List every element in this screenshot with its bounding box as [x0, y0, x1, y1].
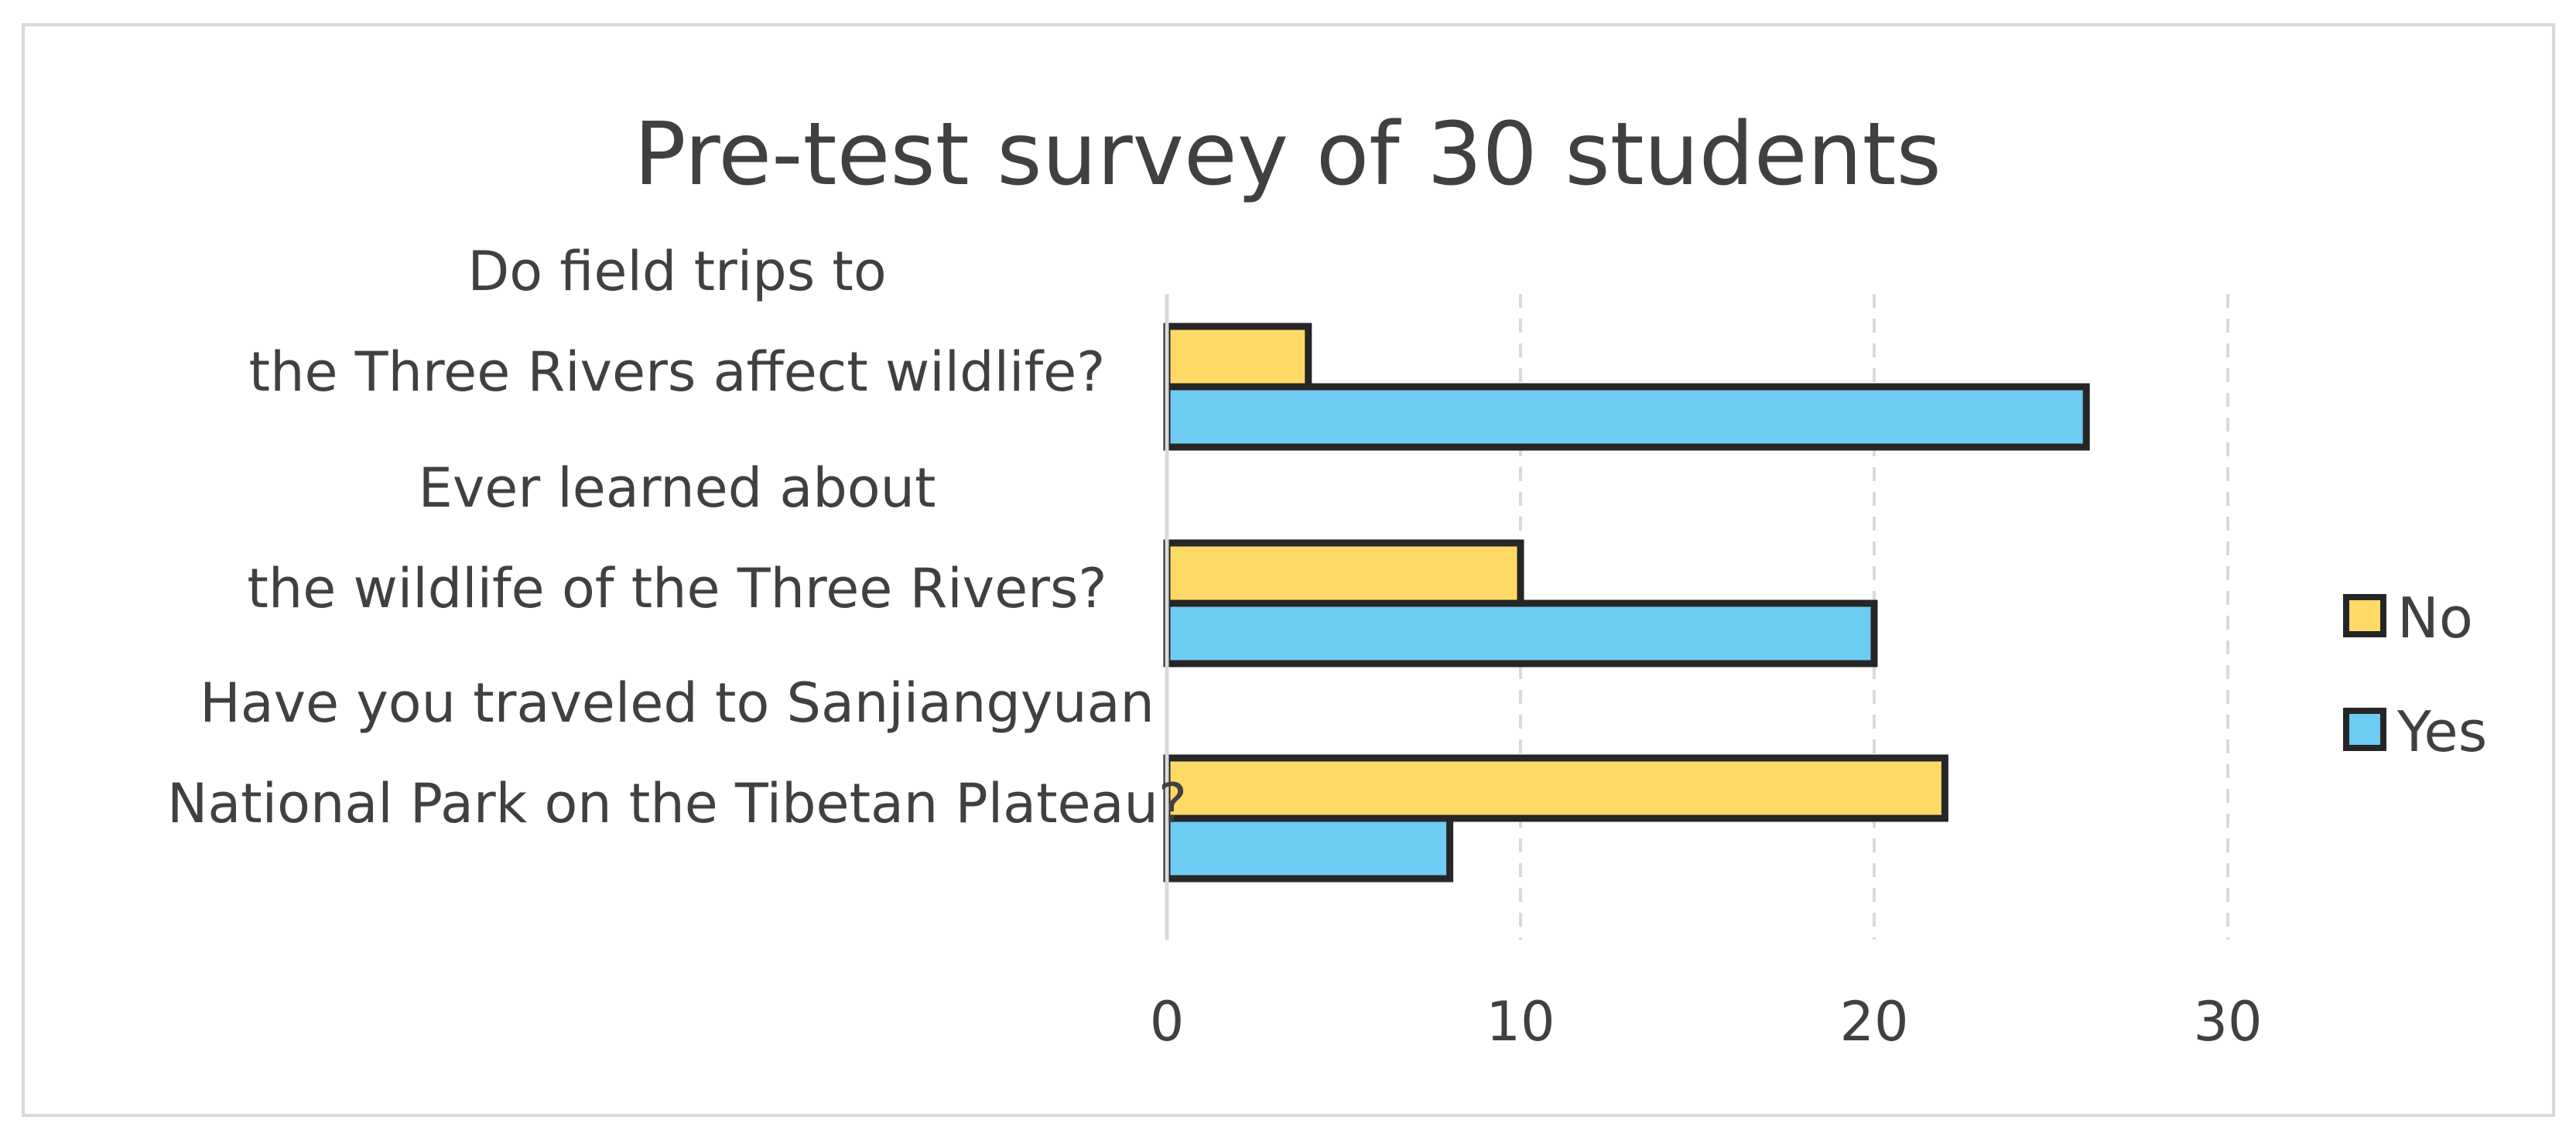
- bar-no-1: [1163, 539, 1524, 607]
- bar-yes-2: [1163, 814, 1454, 883]
- x-tick-label-20: 20: [1839, 990, 1908, 1053]
- x-tick-labels: 0 10 20 30: [1150, 990, 2263, 1053]
- category-label-1-line-1: the wildlife of the Three Rivers?: [247, 557, 1107, 620]
- category-label-0-line-0: Do field trips to: [467, 240, 886, 303]
- category-label-2-line-1: National Park on the Tibetan Plateau?: [167, 772, 1187, 835]
- x-tick-label-0: 0: [1150, 990, 1185, 1053]
- legend-swatch-no: [2343, 594, 2386, 637]
- category-label-2-line-0: Have you traveled to Sanjiangyuan: [200, 671, 1155, 735]
- legend-label-no: No: [2397, 586, 2473, 650]
- category-label-1-line-0: Ever learned about: [419, 456, 936, 520]
- chart-title: Pre-test survey of 30 students: [634, 104, 1941, 205]
- x-tick-label-10: 10: [1486, 990, 1555, 1053]
- bar-no-2: [1163, 754, 1948, 822]
- legend-label-yes: Yes: [2396, 699, 2487, 764]
- bar-yes-1: [1163, 599, 1878, 668]
- category-labels: Do field trips to the Three Rivers affect…: [167, 240, 1187, 835]
- bar-no-0: [1163, 323, 1312, 391]
- legend: No Yes: [2343, 586, 2487, 764]
- x-tick-label-30: 30: [2193, 990, 2262, 1053]
- legend-swatch-yes: [2343, 708, 2386, 751]
- bar-yes-0: [1163, 383, 2090, 451]
- category-label-0-line-1: the Three Rivers affect wildlife?: [249, 340, 1106, 404]
